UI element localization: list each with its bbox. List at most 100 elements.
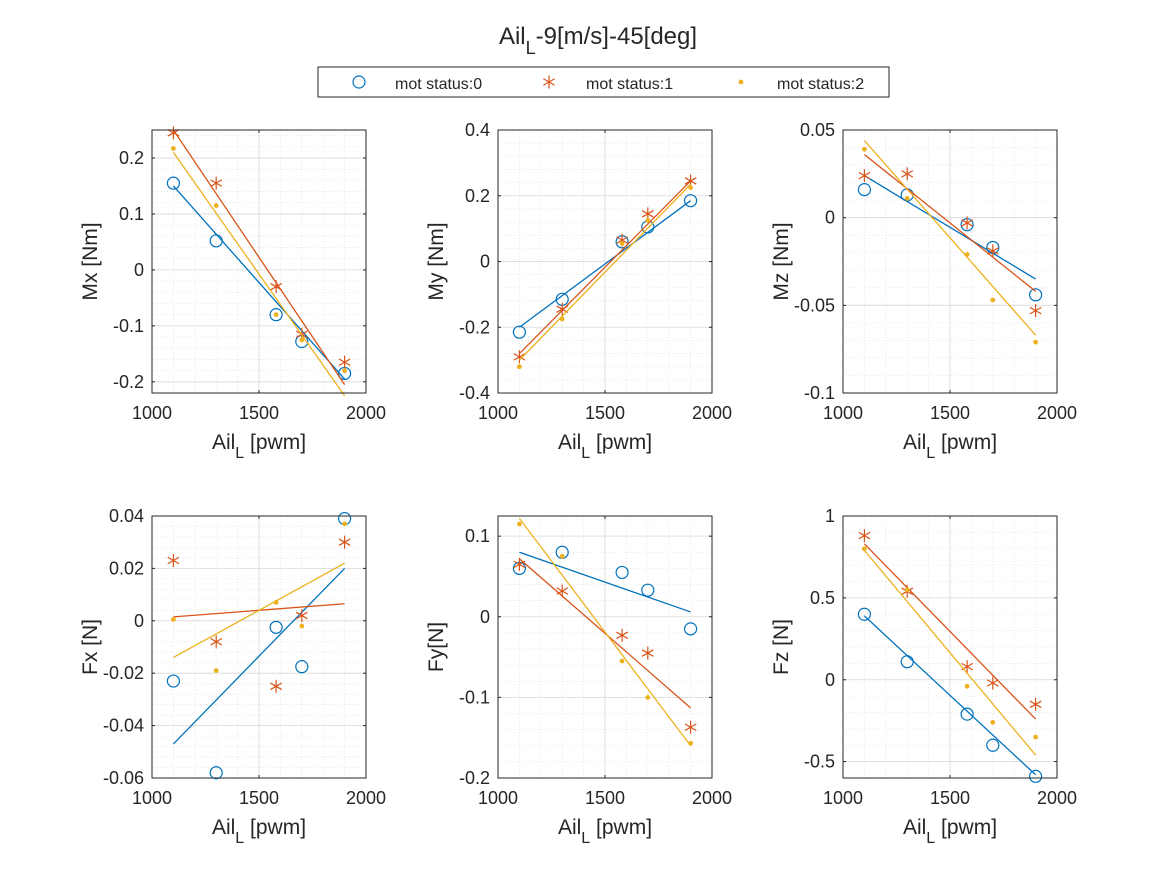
y-tick-label: 1 — [825, 506, 835, 526]
y-tick-label: -0.02 — [103, 663, 144, 683]
x-tick-label: 1500 — [585, 788, 625, 808]
fit-line — [172, 152, 346, 397]
data-point — [299, 623, 305, 629]
y-tick-label: -0.06 — [103, 768, 144, 788]
y-tick-label: 0 — [825, 208, 835, 228]
x-tick-label: 1000 — [478, 403, 518, 423]
x-tick-label: 1000 — [132, 403, 172, 423]
legend-marker-asterisk — [543, 75, 555, 89]
y-axis-label: My [Nm] — [425, 222, 448, 300]
data-point — [171, 617, 176, 622]
y-tick-label: 0 — [480, 252, 490, 272]
ticks — [497, 516, 713, 779]
data-point — [986, 676, 999, 690]
subplot-fyn: 1000 1500 2000 -0.2 -0.1 0 0.1 AilL [pwm] Fy[N] — [425, 515, 732, 847]
x-tick-label: 2000 — [1037, 403, 1077, 423]
legend-label-0: mot status:0 — [395, 76, 482, 93]
data-point — [338, 535, 351, 549]
y-axis-label: Mx [Nm] — [79, 222, 102, 300]
data-point — [270, 280, 283, 294]
x-axis-label: AilL [pwm] — [903, 816, 997, 847]
fit-line — [518, 518, 692, 747]
y-axis-label: Fz [N] — [770, 619, 793, 675]
data-point — [513, 557, 526, 571]
data-point — [616, 628, 629, 642]
series-2 — [171, 146, 347, 397]
y-tick-label: 0 — [134, 611, 144, 631]
y-tick-label: -0.04 — [103, 716, 144, 736]
data-point — [619, 658, 625, 664]
legend-marker-symbol — [738, 79, 744, 85]
y-tick-label: -0.5 — [804, 752, 835, 772]
y-tick-label: 0.1 — [465, 526, 490, 546]
title-base: Ail — [499, 23, 526, 50]
x-axis-label: AilL [pwm] — [903, 431, 997, 462]
ticks — [151, 515, 367, 779]
data-point — [210, 176, 223, 190]
data-point — [986, 738, 1000, 752]
data-point — [862, 546, 867, 552]
y-axis-label: Fy[N] — [425, 622, 448, 672]
subplot-mx: 1000 1500 2000 -0.2 -0.1 0 0.1 0.2 AilL [pwm] Mx … — [79, 126, 386, 462]
fit-line — [519, 551, 691, 613]
data-point — [990, 719, 996, 725]
data-point — [858, 529, 871, 543]
series-1 — [513, 174, 697, 364]
fit-line — [172, 129, 346, 385]
y-tick-label: -0.05 — [794, 295, 835, 315]
data-point — [556, 584, 569, 598]
legend-box — [317, 66, 890, 98]
y-tick-label: 0.4 — [465, 120, 490, 140]
fit-line — [863, 543, 1037, 720]
legend-marker-circle — [352, 75, 366, 89]
data-point — [1033, 734, 1038, 740]
y-tick-label: -0.2 — [459, 768, 490, 788]
data-point — [295, 609, 308, 623]
data-point — [964, 683, 970, 689]
x-tick-label: 1000 — [823, 788, 863, 808]
x-tick-label: 1500 — [585, 403, 625, 423]
series-1 — [858, 154, 1042, 318]
data-point — [857, 183, 872, 197]
subplot-fz: 1000 1500 2000 -0.5 0 0.5 1 AilL [pwm] Fz [N] — [770, 506, 1077, 847]
legend-label-1: mot status:1 — [586, 76, 673, 93]
x-tick-label: 2000 — [346, 403, 386, 423]
data-point — [512, 325, 527, 339]
data-point — [683, 194, 698, 208]
fit-line — [519, 200, 691, 328]
y-tick-label: 0.2 — [465, 186, 490, 206]
data-point — [342, 521, 347, 527]
data-point — [1029, 697, 1042, 711]
data-point — [645, 694, 651, 700]
series-2 — [862, 546, 1038, 756]
y-tick-label: 0 — [825, 670, 835, 690]
y-tick-label: 0.1 — [119, 204, 144, 224]
series-1 — [167, 535, 351, 693]
y-axis-label: Mz [Nm] — [770, 222, 793, 300]
data-point — [901, 167, 914, 181]
data-point — [517, 521, 522, 527]
figure-title: AilL-9[m/s]-45[deg] — [499, 23, 697, 58]
fit-line — [173, 562, 345, 659]
data-point — [641, 583, 655, 597]
ticks — [842, 515, 1058, 778]
y-tick-label: 0.02 — [109, 558, 144, 578]
y-tick-label: 0.5 — [810, 588, 835, 608]
x-axis-label: AilL [pwm] — [558, 431, 652, 462]
legend-marker-dot — [738, 79, 744, 85]
data-point — [619, 241, 625, 246]
y-tick-label: -0.1 — [804, 383, 835, 403]
data-point — [269, 308, 283, 322]
x-tick-label: 2000 — [692, 403, 732, 423]
data-point — [858, 169, 871, 183]
fit-line — [518, 180, 692, 355]
data-point — [273, 312, 279, 318]
data-point — [167, 554, 180, 568]
data-point — [213, 203, 219, 208]
fit-line — [863, 140, 1037, 336]
fit-line — [864, 175, 1036, 280]
x-tick-label: 1000 — [823, 403, 863, 423]
fit-line — [172, 567, 346, 745]
